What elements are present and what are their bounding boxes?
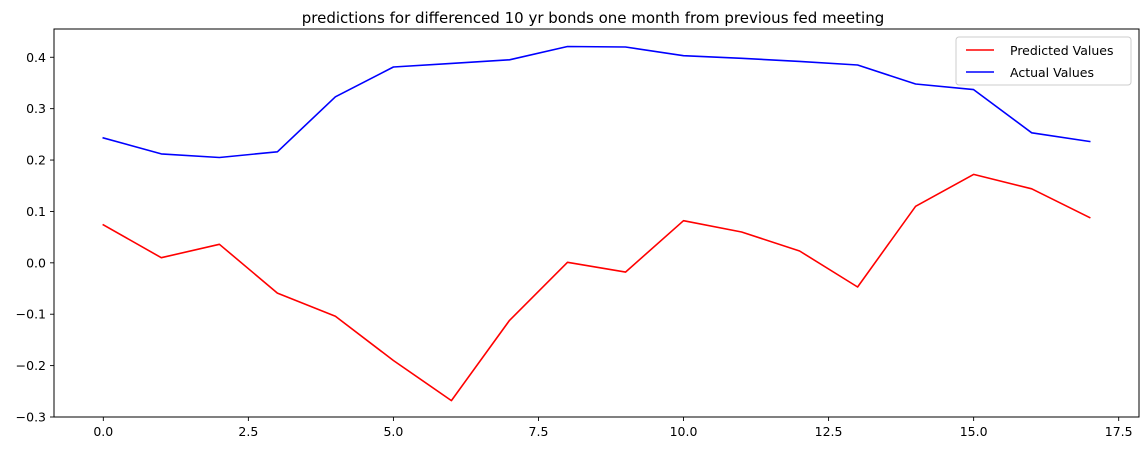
y-tick-label: 0.3 <box>26 101 46 116</box>
series-line-predicted <box>102 173 1091 402</box>
y-tick-label: −0.2 <box>16 358 46 373</box>
series-lines <box>102 45 1091 402</box>
x-tick-label: 12.5 <box>815 424 843 439</box>
x-tick-label: 17.5 <box>1105 424 1133 439</box>
y-tick-label: 0.0 <box>26 255 46 270</box>
x-tick-label: 15.0 <box>960 424 988 439</box>
legend: Predicted Values Actual Values <box>955 36 1132 86</box>
y-axis: −0.3 −0.2 −0.1 0.0 0.1 0.2 0.3 0.4 <box>16 50 54 425</box>
legend-label-predicted: Predicted Values <box>1010 43 1114 58</box>
y-tick-label: 0.1 <box>26 204 46 219</box>
x-axis: 0.0 2.5 5.0 7.5 10.0 12.5 15.0 17.5 <box>93 417 1133 439</box>
series-line-actual <box>102 45 1091 159</box>
x-tick-label: 10.0 <box>670 424 698 439</box>
chart-title: predictions for differenced 10 yr bonds … <box>302 9 884 27</box>
y-tick-label: −0.1 <box>16 307 46 322</box>
legend-label-actual: Actual Values <box>1010 65 1094 80</box>
x-tick-label: 7.5 <box>529 424 549 439</box>
x-tick-label: 0.0 <box>93 424 113 439</box>
y-tick-label: −0.3 <box>16 410 46 425</box>
x-tick-label: 2.5 <box>238 424 258 439</box>
x-tick-label: 5.0 <box>383 424 403 439</box>
y-tick-label: 0.2 <box>26 153 46 168</box>
legend-frame <box>955 36 1132 86</box>
plot-frame <box>53 28 1140 418</box>
y-tick-label: 0.4 <box>26 50 46 65</box>
